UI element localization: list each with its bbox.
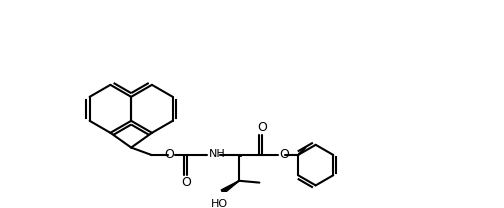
Text: O: O: [280, 147, 289, 161]
Text: HO: HO: [211, 199, 228, 208]
Text: O: O: [181, 176, 192, 189]
Text: NH: NH: [209, 149, 225, 159]
Text: O: O: [257, 121, 267, 134]
Text: O: O: [164, 149, 174, 161]
Polygon shape: [221, 181, 239, 194]
